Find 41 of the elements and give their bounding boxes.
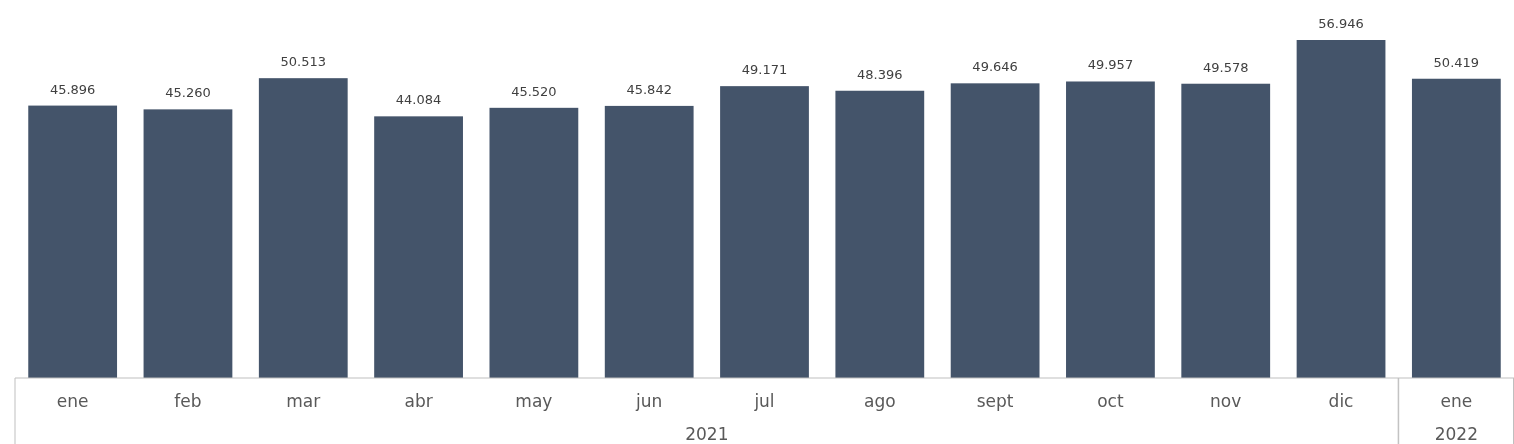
x-tick-label: mar [286,391,321,411]
bar [143,109,233,378]
data-label: 45.520 [511,83,557,99]
data-label: 45.896 [49,81,96,97]
text: 2022 [1434,424,1478,444]
bar [1411,78,1501,378]
bar [28,105,118,378]
x-tick-label: feb [174,391,202,411]
bar [835,90,925,378]
data-label: 49.957 [1087,57,1134,73]
bar [374,116,463,378]
data-label: 49.646 [972,59,1018,75]
data-label: 56.946 [1318,16,1364,31]
bar [489,107,579,378]
x-tick-label: nov [1210,391,1242,411]
bar [258,78,348,378]
x-tick-label: oct [1097,391,1124,411]
x-tick-label: jun [635,391,663,411]
x-tick-label: jul [753,391,775,411]
x-tick-label: ene [1440,391,1473,411]
data-label: 49.171 [741,62,788,78]
x-tick-label: abr [404,391,433,411]
bar [720,86,809,378]
data-label: 50.419 [1433,54,1480,70]
data-label: 50.513 [280,54,327,70]
x-tick-label: dic [1328,391,1354,411]
x-tick-label: ago [864,391,896,411]
x-tick-label: sept [976,391,1014,411]
data-label: 45.842 [626,81,672,97]
bar [1181,83,1271,378]
bar [1296,40,1386,378]
data-label: 45.260 [165,85,211,101]
data-label: 44.084 [395,92,442,108]
x-tick-label: ene [56,391,89,411]
bar [1066,81,1155,378]
data-label: 48.396 [857,66,903,82]
data-label: 49.578 [1202,59,1249,75]
bar [950,83,1040,378]
bar [604,105,694,378]
x-tick-label: may [515,391,553,411]
text: 2021 [685,424,729,444]
